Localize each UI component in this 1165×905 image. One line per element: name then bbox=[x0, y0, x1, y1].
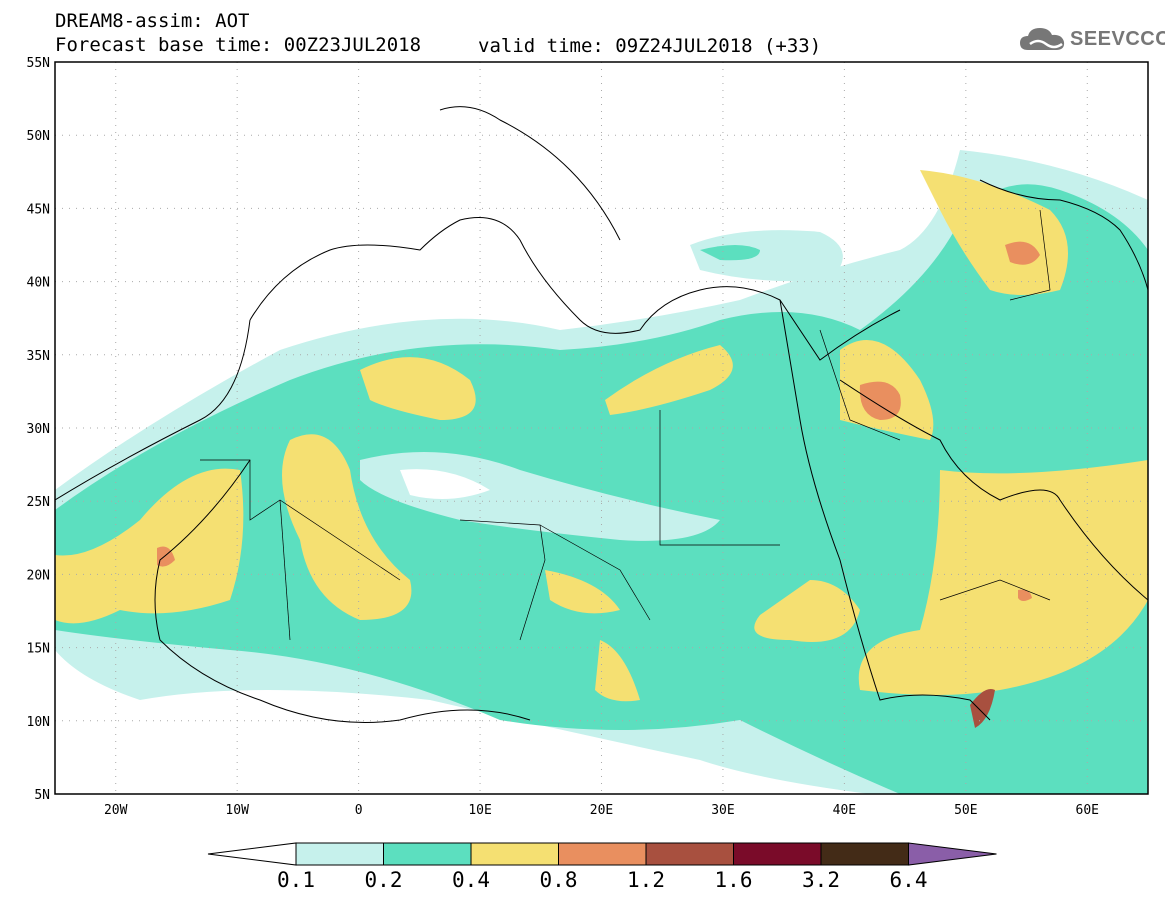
colorbar-swatch-3 bbox=[558, 842, 647, 866]
lon-label-10E: 10E bbox=[468, 803, 491, 818]
lon-label-60E: 60E bbox=[1076, 803, 1099, 818]
lat-label-45N: 45N bbox=[27, 202, 50, 217]
map-frame bbox=[54, 61, 1149, 795]
colorbar-label: 1.2 bbox=[627, 868, 665, 892]
colorbar bbox=[207, 842, 997, 866]
colorbar-swatch-1 bbox=[383, 842, 472, 866]
colorbar-label: 6.4 bbox=[889, 868, 928, 892]
colorbar-label: 1.6 bbox=[714, 868, 753, 892]
lon-label-0: 0 bbox=[355, 803, 363, 818]
lon-label-30E: 30E bbox=[711, 803, 734, 818]
coastlines bbox=[55, 106, 1148, 723]
lat-label-55N: 55N bbox=[27, 56, 50, 71]
colorbar-swatch-0 bbox=[295, 842, 384, 866]
cloud-icon bbox=[1020, 28, 1065, 50]
seevccc-logo: SEEVCCC bbox=[1018, 24, 1165, 54]
lon-label-20W: 20W bbox=[104, 803, 128, 818]
aot-band-0.4 bbox=[55, 468, 244, 624]
lat-label-15N: 15N bbox=[27, 642, 50, 657]
lat-label-35N: 35N bbox=[27, 349, 50, 364]
colorbar-label: 0.2 bbox=[364, 868, 403, 892]
forecast-base-time: Forecast base time: 00Z23JUL2018 bbox=[55, 34, 422, 56]
lat-label-25N: 25N bbox=[27, 495, 50, 510]
aot-band-1.2 bbox=[970, 689, 995, 728]
lat-label-5N: 5N bbox=[34, 788, 50, 803]
lat-label-50N: 50N bbox=[27, 129, 50, 144]
gridlines bbox=[55, 62, 1148, 794]
colorbar-label: 0.1 bbox=[277, 868, 315, 892]
longitude-labels: 20W 10W 0 10E 20E 30E 40E 50E 60E bbox=[104, 803, 1099, 818]
colorbar-swatch-5 bbox=[733, 842, 822, 866]
colorbar-swatch-2 bbox=[470, 842, 559, 866]
lat-label-10N: 10N bbox=[27, 715, 50, 730]
colorbar-right-arrow bbox=[908, 842, 997, 866]
lon-label-10W: 10W bbox=[225, 803, 249, 818]
colorbar-label: 3.2 bbox=[802, 868, 840, 892]
colorbar-swatch-4 bbox=[645, 842, 734, 866]
lon-label-40E: 40E bbox=[833, 803, 856, 818]
lon-label-50E: 50E bbox=[954, 803, 977, 818]
colorbar-swatch-6 bbox=[820, 842, 909, 866]
lat-label-20N: 20N bbox=[27, 568, 50, 583]
colorbar-label: 0.4 bbox=[452, 868, 490, 892]
logo-text: SEEVCCC bbox=[1070, 28, 1165, 50]
country-borders bbox=[200, 209, 1051, 641]
lat-label-30N: 30N bbox=[27, 422, 50, 437]
colorbar-left-arrow bbox=[207, 842, 297, 866]
colorbar-label: 0.8 bbox=[539, 868, 578, 892]
model-title: DREAM8-assim: AOT bbox=[55, 10, 250, 32]
lon-label-20E: 20E bbox=[590, 803, 613, 818]
latitude-labels: 55N 50N 45N 40N 35N 30N 25N 20N 15N 10N 5N bbox=[27, 56, 50, 803]
lat-label-40N: 40N bbox=[27, 276, 50, 291]
valid-time: valid time: 09Z24JUL2018 (+33) bbox=[478, 35, 822, 57]
aot-band-0.8 bbox=[859, 381, 901, 420]
